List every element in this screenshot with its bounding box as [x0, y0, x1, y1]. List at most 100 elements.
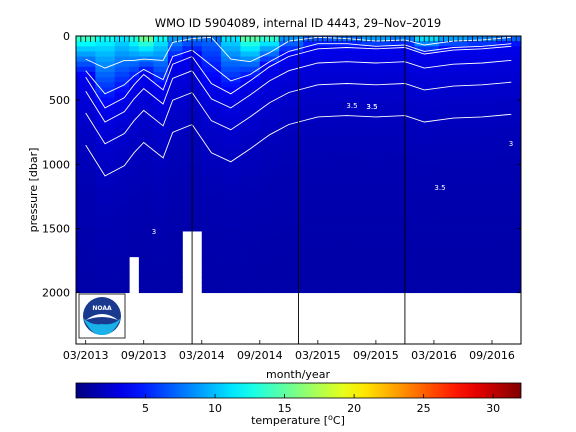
temperature-cell	[438, 41, 469, 47]
temperature-cell	[390, 277, 415, 283]
temperature-cell	[138, 287, 154, 294]
temperature-cell	[138, 261, 154, 268]
temperature-cell	[138, 251, 154, 258]
temperature-cell	[201, 138, 222, 145]
temperature-cell	[438, 113, 469, 119]
temperature-cell	[201, 128, 222, 134]
temperature-cell	[153, 184, 169, 191]
temperature-cell	[221, 267, 241, 273]
temperature-cell	[303, 71, 333, 78]
temperature-cell	[332, 236, 362, 242]
temperature-cell	[240, 77, 261, 83]
temperature-cell	[129, 92, 140, 98]
temperature-cell	[221, 97, 241, 104]
temperature-cell	[259, 241, 280, 247]
temperature-cell	[467, 210, 498, 217]
temperature-cell	[390, 184, 415, 191]
temperature-cell	[414, 133, 440, 140]
x-axis-label: month/year	[266, 368, 330, 381]
temperature-cell	[221, 154, 241, 160]
temperature-cell	[414, 128, 440, 134]
temperature-cell	[361, 128, 391, 134]
temperature-cell	[138, 225, 154, 232]
temperature-cell	[114, 77, 130, 83]
temperature-cell	[129, 138, 140, 145]
temperature-cell	[95, 128, 116, 134]
temperature-cell	[496, 154, 521, 160]
temperature-cell	[467, 179, 498, 186]
temperature-cell	[95, 97, 116, 104]
temperature-cell	[201, 66, 222, 73]
temperature-cell	[114, 169, 130, 175]
temperature-cell	[414, 138, 440, 145]
temperature-cell	[467, 169, 498, 175]
temperature-cell	[114, 287, 130, 294]
temperature-cell	[414, 246, 440, 252]
temperature-cell	[467, 267, 498, 273]
temperature-cell	[390, 169, 415, 175]
temperature-cell	[76, 225, 96, 232]
temperature-cell	[138, 267, 154, 273]
temperature-cell	[361, 174, 391, 181]
temperature-cell	[95, 46, 116, 52]
temperature-cell	[390, 272, 415, 278]
temperature-cell	[95, 51, 116, 57]
temperature-cell	[496, 123, 521, 129]
temperature-cell	[414, 61, 440, 68]
temperature-cell	[95, 118, 116, 124]
colorbar-tick-label: 25	[417, 402, 431, 415]
temperature-cell	[129, 241, 140, 247]
temperature-cell	[303, 205, 333, 211]
temperature-cell	[279, 179, 304, 186]
temperature-cell	[279, 215, 304, 222]
temperature-cell	[114, 154, 130, 160]
temperature-cell	[361, 220, 391, 227]
temperature-cell	[467, 215, 498, 222]
temperature-cell	[303, 87, 333, 93]
temperature-cell	[390, 282, 415, 288]
temperature-cell	[240, 102, 261, 109]
temperature-cell	[332, 272, 362, 278]
temperature-cell	[303, 184, 333, 191]
temperature-cell	[201, 71, 222, 78]
temperature-cell	[221, 184, 241, 191]
temperature-cell	[167, 210, 183, 217]
temperature-cell	[201, 87, 222, 93]
temperature-cell	[303, 267, 333, 273]
temperature-cell	[438, 51, 469, 57]
temperature-cell	[467, 190, 498, 196]
temperature-cell	[221, 241, 241, 247]
temperature-cell	[201, 41, 222, 47]
temperature-cell	[114, 138, 130, 145]
temperature-cell	[114, 143, 130, 150]
temperature-cell	[438, 97, 469, 104]
temperature-cell	[240, 123, 261, 129]
temperature-cell	[390, 51, 415, 57]
temperature-cell	[76, 97, 96, 104]
temperature-cell	[167, 159, 183, 165]
temperature-cell	[240, 61, 261, 68]
temperature-cell	[167, 143, 183, 150]
temperature-cell	[467, 133, 498, 140]
temperature-cell	[76, 159, 96, 165]
temperature-cell	[76, 87, 96, 93]
temperature-cell	[76, 251, 96, 258]
temperature-cell	[438, 267, 469, 273]
temperature-cell	[438, 164, 469, 170]
temperature-cell	[95, 169, 116, 175]
temperature-cell	[361, 97, 391, 104]
temperature-cell	[138, 220, 154, 227]
temperature-cell	[361, 143, 391, 150]
temperature-cell	[467, 138, 498, 145]
temperature-cell	[240, 87, 261, 93]
temperature-cell	[114, 190, 130, 196]
temperature-cell	[390, 148, 415, 155]
temperature-cell	[129, 123, 140, 129]
temperature-cell	[167, 179, 183, 186]
temperature-cell	[167, 102, 183, 109]
isotherm-label: 3	[509, 140, 513, 148]
temperature-cell	[138, 148, 154, 155]
temperature-cell	[303, 123, 333, 129]
temperature-cell	[153, 179, 169, 186]
